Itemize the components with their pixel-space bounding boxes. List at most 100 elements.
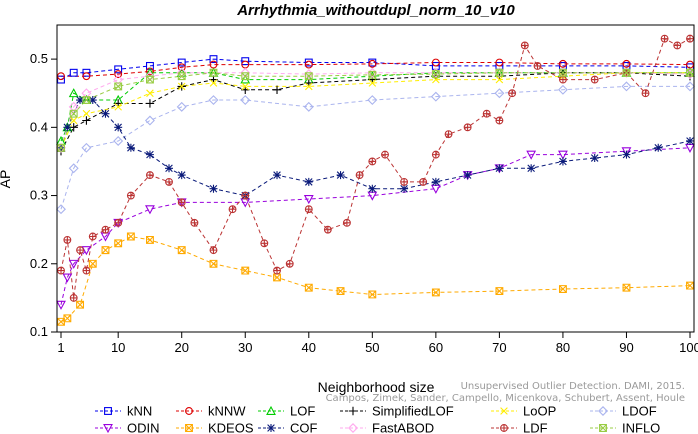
- data-point: [622, 59, 631, 68]
- data-point: [622, 283, 631, 292]
- legend-label: LDOF: [622, 404, 657, 419]
- data-point: [209, 55, 218, 64]
- data-point: [622, 150, 631, 159]
- legend-item-simplifiedlof: SimplifiedLOF: [340, 404, 454, 419]
- data-point: [533, 62, 542, 70]
- data-point: [495, 116, 504, 125]
- x-tick-label: 50: [365, 340, 379, 355]
- data-point: [686, 136, 694, 145]
- data-point: [685, 81, 695, 92]
- data-point: [381, 150, 389, 159]
- legend-swatch-marker: [266, 405, 276, 415]
- legend-label: KDEOS: [208, 421, 254, 434]
- y-tick-label: 0.4: [30, 119, 48, 134]
- series-lines: [60, 37, 691, 323]
- series-line-fastabod: [60, 72, 691, 148]
- data-point: [368, 290, 377, 299]
- data-point: [526, 150, 537, 160]
- data-point: [190, 218, 199, 227]
- data-point: [641, 89, 650, 98]
- data-point: [209, 184, 218, 193]
- series-line-cof: [60, 99, 691, 197]
- series-points-ldf: [57, 34, 694, 302]
- data-point: [69, 294, 78, 302]
- data-point: [285, 259, 294, 268]
- series-line-inflo: [60, 72, 690, 148]
- legend-swatch-marker: [103, 424, 113, 434]
- x-tick-label: 80: [556, 340, 570, 355]
- data-point: [81, 246, 92, 256]
- data-point: [260, 239, 269, 248]
- data-point: [88, 259, 97, 268]
- series-line-simplifiedlof: [60, 72, 691, 152]
- data-point: [463, 123, 472, 132]
- data-point: [368, 79, 377, 87]
- data-point: [228, 205, 237, 214]
- data-point: [431, 70, 440, 79]
- data-point: [367, 95, 378, 106]
- data-point: [241, 57, 250, 66]
- data-point: [558, 59, 567, 68]
- legend-label: FastABOD: [372, 421, 434, 434]
- data-point: [494, 88, 505, 99]
- watermark-line-1: Unsupervised Outlier Detection. DAMI, 20…: [461, 381, 685, 392]
- data-point: [495, 68, 504, 77]
- data-point: [621, 81, 632, 92]
- chart-title: Arrhythmia_withoutdupl_norm_10_v10: [236, 2, 515, 19]
- data-point: [273, 266, 281, 275]
- data-point: [177, 82, 186, 91]
- data-point: [144, 71, 155, 82]
- data-point: [431, 58, 440, 67]
- data-point: [590, 75, 599, 84]
- data-point: [557, 84, 568, 95]
- series-line-ldof: [60, 85, 690, 210]
- data-point: [68, 101, 79, 112]
- data-point: [660, 34, 669, 43]
- y-tick-label: 0.3: [30, 188, 48, 203]
- data-point: [495, 164, 504, 173]
- series-points-kdeos: [57, 232, 694, 326]
- data-point: [431, 288, 440, 297]
- data-point: [126, 232, 135, 241]
- data-point: [62, 273, 73, 283]
- data-point: [240, 95, 251, 106]
- data-point: [176, 101, 187, 112]
- legend-swatch-marker: [267, 424, 275, 432]
- data-point: [68, 88, 79, 98]
- data-point: [56, 300, 66, 310]
- data-point: [241, 72, 250, 81]
- x-tick-label: 100: [679, 340, 698, 355]
- data-point: [113, 74, 124, 85]
- data-point: [146, 89, 154, 98]
- data-point: [400, 178, 409, 186]
- legend-label: LoOP: [523, 404, 556, 419]
- data-point: [336, 287, 345, 296]
- data-point: [114, 239, 123, 248]
- data-point: [145, 99, 155, 108]
- data-point: [57, 72, 65, 81]
- data-point: [114, 82, 123, 91]
- data-point: [342, 218, 351, 227]
- data-point: [101, 225, 110, 234]
- data-point: [145, 235, 154, 244]
- data-point: [82, 109, 91, 118]
- data-point: [304, 58, 313, 67]
- data-point: [419, 178, 428, 186]
- legend-label: INFLO: [622, 421, 660, 434]
- data-point: [114, 65, 123, 74]
- y-axis: 0.1 0.2 0.3 0.4 0.5: [30, 51, 57, 339]
- data-point: [82, 68, 91, 77]
- data-point: [82, 72, 91, 81]
- data-point: [685, 69, 695, 80]
- legend-item-lof: LOF: [258, 404, 315, 419]
- data-point: [686, 68, 694, 77]
- data-point: [431, 150, 440, 159]
- x-tick-label: 40: [302, 340, 316, 355]
- data-point: [209, 68, 218, 77]
- data-point: [56, 204, 66, 215]
- data-point: [81, 88, 92, 99]
- series-points-odin: [56, 143, 695, 310]
- data-point: [177, 58, 186, 67]
- series-line-odin: [60, 147, 691, 305]
